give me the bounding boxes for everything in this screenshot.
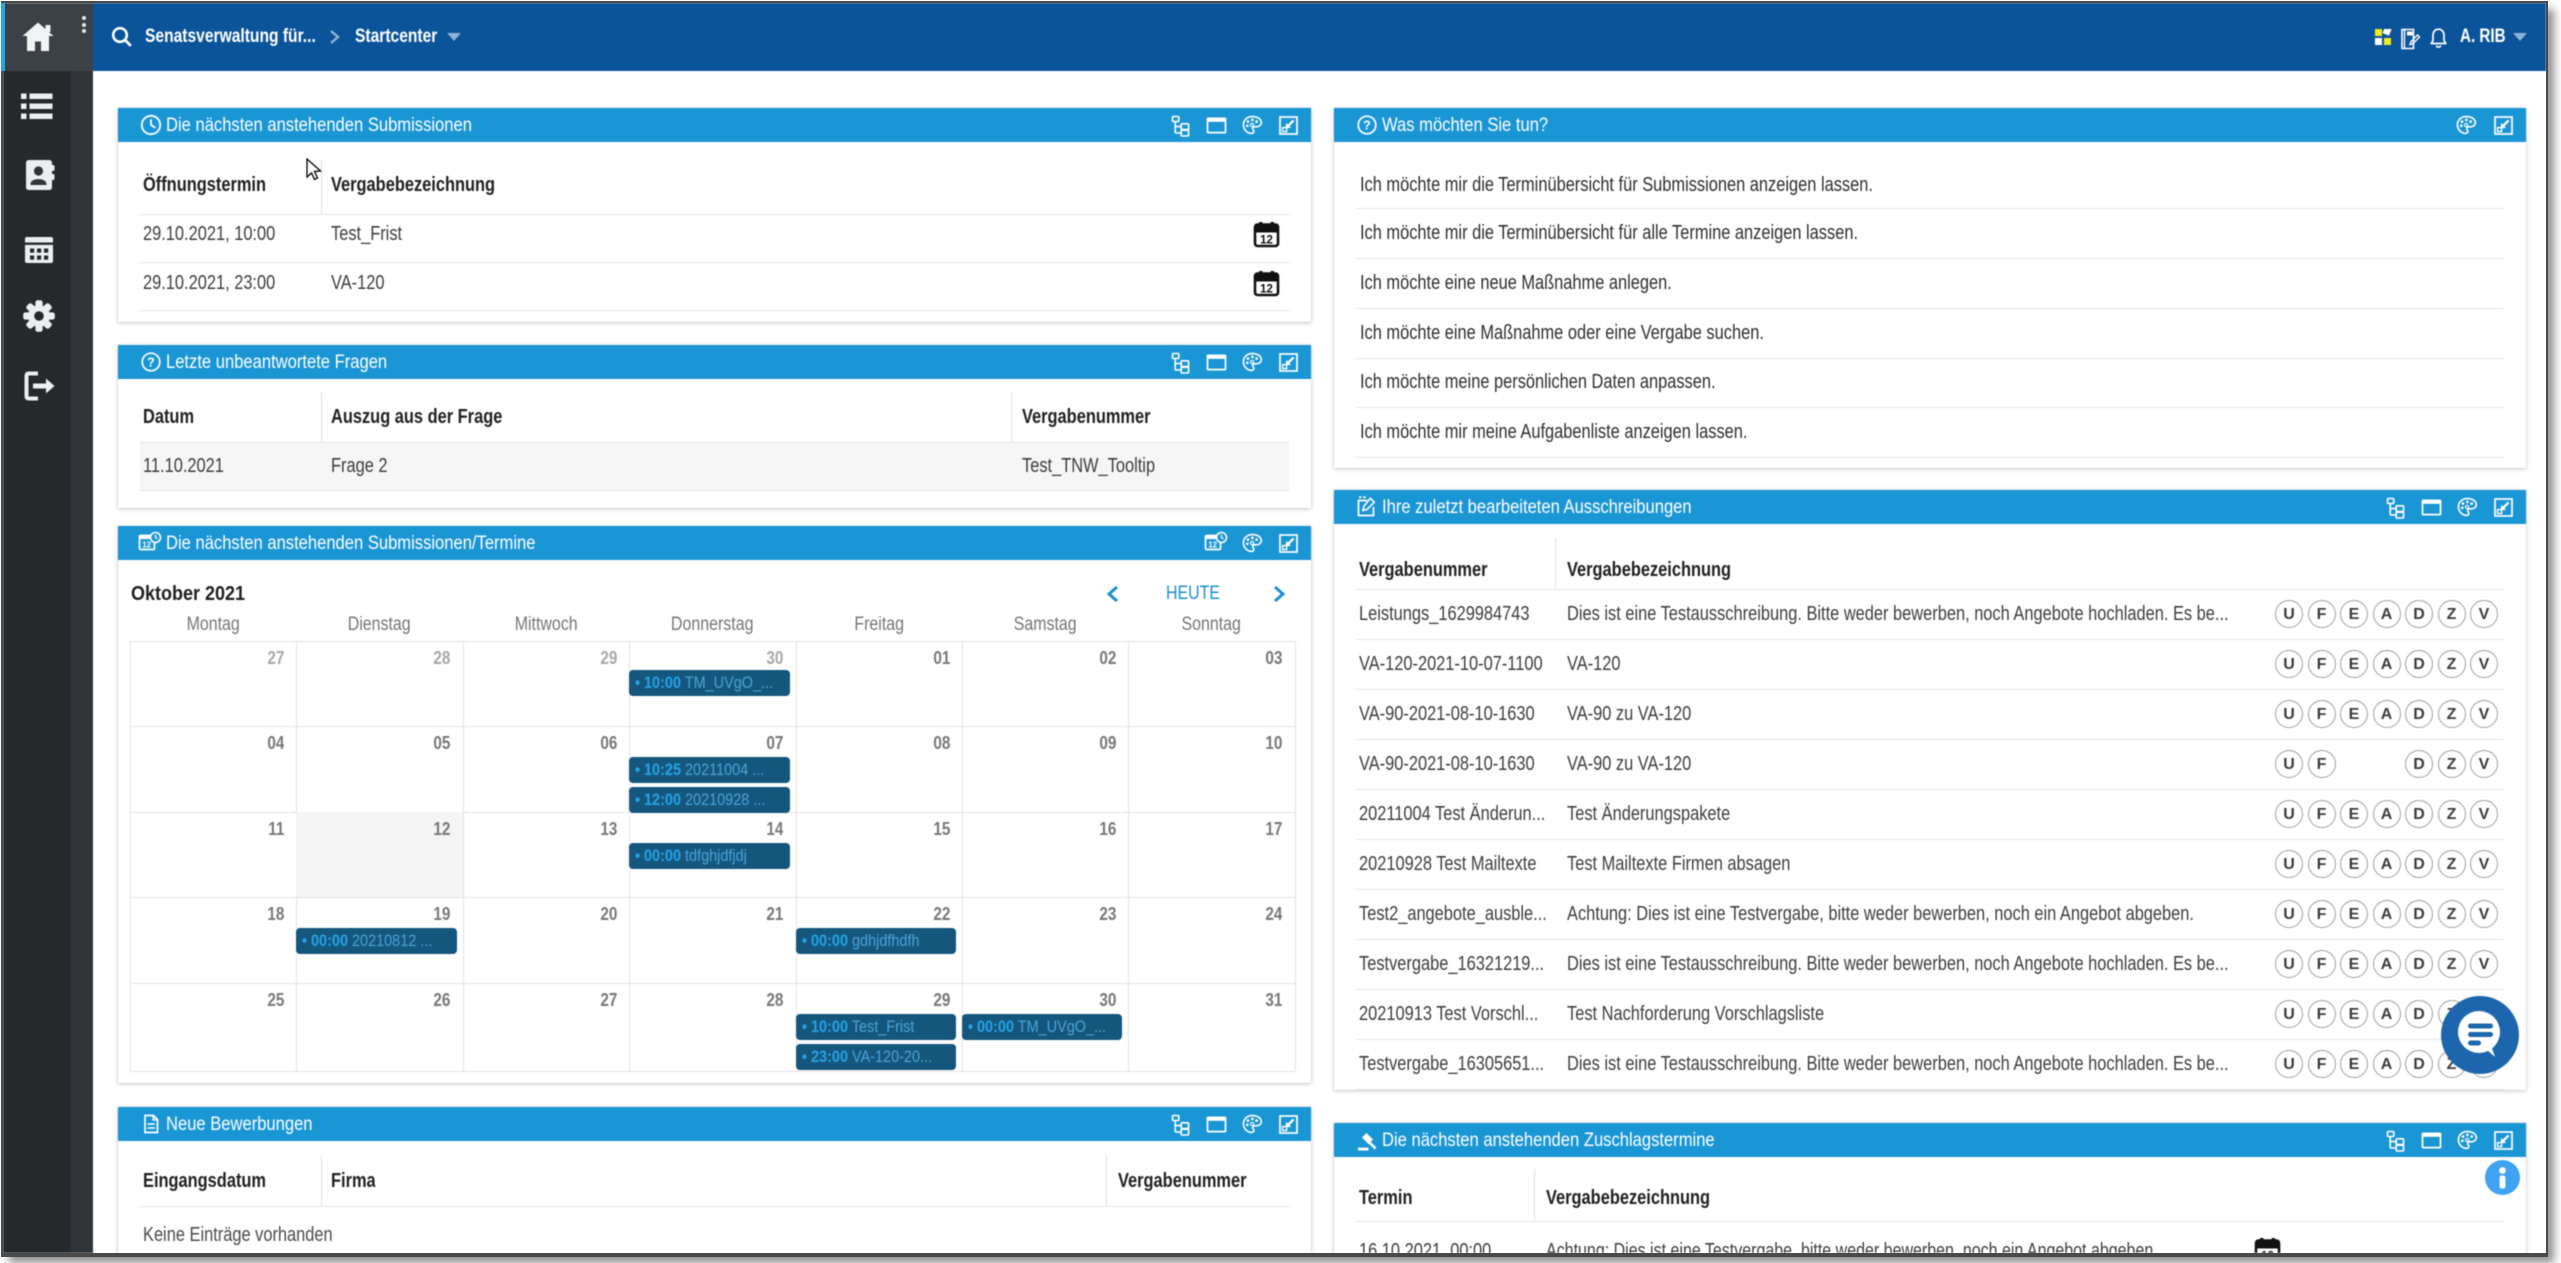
svg-text:?: ? — [147, 355, 155, 369]
svg-text:?: ? — [1363, 118, 1371, 132]
svg-text:12: 12 — [1260, 235, 1273, 247]
svg-text:12: 12 — [2261, 1251, 2274, 1254]
svg-text:12: 12 — [1260, 284, 1273, 296]
svg-text:12: 12 — [1208, 541, 1217, 550]
svg-text:12: 12 — [142, 541, 151, 550]
